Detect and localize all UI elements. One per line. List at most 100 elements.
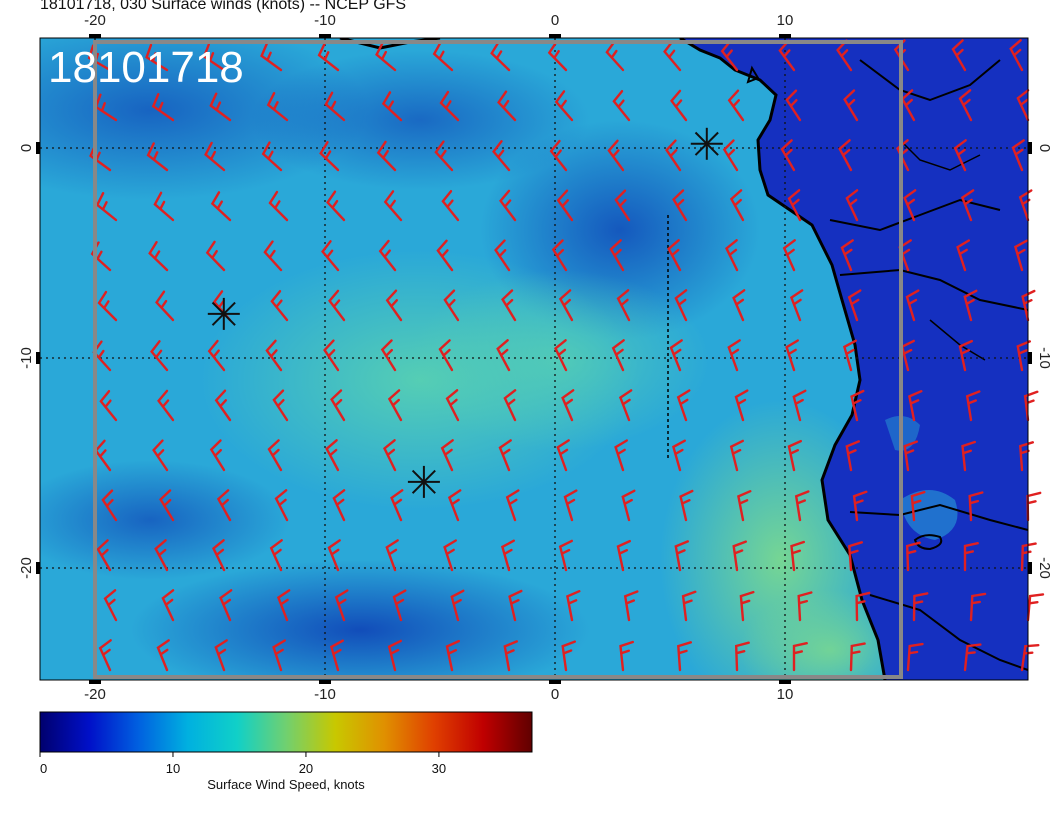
wind-barb [611, 339, 625, 372]
wind-barb [792, 389, 807, 422]
wind-barb [505, 489, 520, 522]
colorbar-ticks: 0 10 20 30 [39, 752, 446, 776]
wind-barb [439, 90, 460, 122]
wind-barb [157, 389, 175, 422]
wind-barb [551, 239, 568, 272]
wind-barb [440, 439, 454, 472]
wind-barb [1011, 139, 1025, 172]
wind-barb [450, 589, 465, 622]
wind-barb [621, 489, 636, 522]
wind-barb [605, 40, 625, 72]
wind-barb [968, 491, 984, 522]
wind-barb [378, 239, 397, 272]
wind-barb [447, 489, 462, 522]
wind-barb [508, 589, 523, 622]
colorbar-ramp [39, 711, 533, 753]
wind-barb [445, 639, 460, 672]
wind-barb [852, 490, 868, 522]
wind-barb [785, 339, 799, 372]
lat-label-left-s10: -10 [18, 347, 35, 369]
wind-barb [103, 589, 118, 622]
wind-barb [840, 239, 854, 272]
wind-barb [500, 539, 515, 572]
lon-edge-tick [779, 34, 791, 38]
wind-barb [727, 89, 745, 122]
wind-barb [323, 339, 340, 372]
wind-barb [963, 643, 982, 672]
wind-barb [150, 340, 169, 372]
wind-barb [855, 591, 871, 622]
wind-barb [390, 489, 404, 522]
wind-barb [272, 639, 286, 672]
wind-barb [443, 539, 457, 572]
wind-barb [332, 489, 346, 522]
wind-barb [334, 589, 349, 622]
wind-barb [619, 640, 634, 672]
wind-barb [321, 240, 340, 272]
domain-box [93, 40, 903, 679]
wind-barb [677, 641, 692, 672]
wind-barb [614, 189, 631, 222]
lat-label-right-s20: -20 [1036, 557, 1053, 579]
wind-barb [850, 389, 865, 422]
lon-label-bottom-0: 0 [551, 686, 559, 703]
wind-barbs [87, 39, 1045, 672]
wind-barb [958, 339, 973, 372]
wind-barb [438, 339, 454, 372]
colorbar-label: Surface Wind Speed, knots [207, 777, 365, 792]
wind-barb [317, 42, 340, 72]
wind-barb [623, 590, 639, 622]
lat-edge-tick [36, 142, 40, 154]
wind-barb [965, 390, 981, 422]
wind-barb [670, 89, 688, 122]
wind-barb [1019, 441, 1034, 472]
wind-barb [958, 89, 973, 122]
wind-barb [152, 439, 169, 472]
wind-barb [1016, 89, 1030, 122]
wind-barb [325, 439, 340, 472]
lon-label-top-w10: -10 [314, 12, 336, 29]
wind-barb [729, 189, 745, 222]
wind-barb [905, 541, 921, 572]
wind-barb [963, 542, 979, 572]
map-edge-ticks [36, 34, 1032, 684]
lon-label-top-w20: -20 [84, 12, 106, 29]
wind-barb [1026, 593, 1045, 622]
wind-barb [785, 89, 802, 122]
wind-barb [383, 190, 403, 222]
wind-barb [912, 592, 929, 622]
wind-barb [725, 239, 739, 272]
wind-barb [266, 92, 289, 122]
wind-barb [385, 289, 403, 322]
wind-barb [376, 140, 397, 172]
wind-barb [737, 490, 752, 522]
wind-barb [148, 241, 169, 272]
wind-barb [558, 539, 573, 572]
wind-barb [146, 142, 169, 172]
wind-barb [910, 490, 926, 522]
lat-edge-tick [1028, 142, 1032, 154]
wind-barb [797, 591, 813, 622]
wind-barb [676, 389, 691, 422]
wind-barb [161, 589, 175, 622]
colorbar-tick-label: 0 [40, 761, 47, 776]
wind-barb [906, 642, 924, 672]
wind-barb [563, 489, 578, 522]
wind-barb [794, 490, 810, 522]
wind-barb [329, 639, 344, 672]
wind-barb [681, 590, 697, 622]
wind-barb [960, 189, 975, 222]
lat-edge-tick [36, 562, 40, 574]
wind-barb [496, 339, 511, 372]
wind-barb [159, 489, 175, 522]
wind-barb [612, 90, 631, 122]
wind-barb [387, 639, 402, 672]
lon-edge-tick [549, 680, 561, 684]
wind-barb [789, 289, 804, 322]
lon-edge-tick [779, 680, 791, 684]
colorbar-tick-label: 10 [166, 761, 180, 776]
wind-barb [97, 290, 118, 322]
wind-barb [385, 539, 399, 572]
wind-barb [503, 640, 518, 672]
